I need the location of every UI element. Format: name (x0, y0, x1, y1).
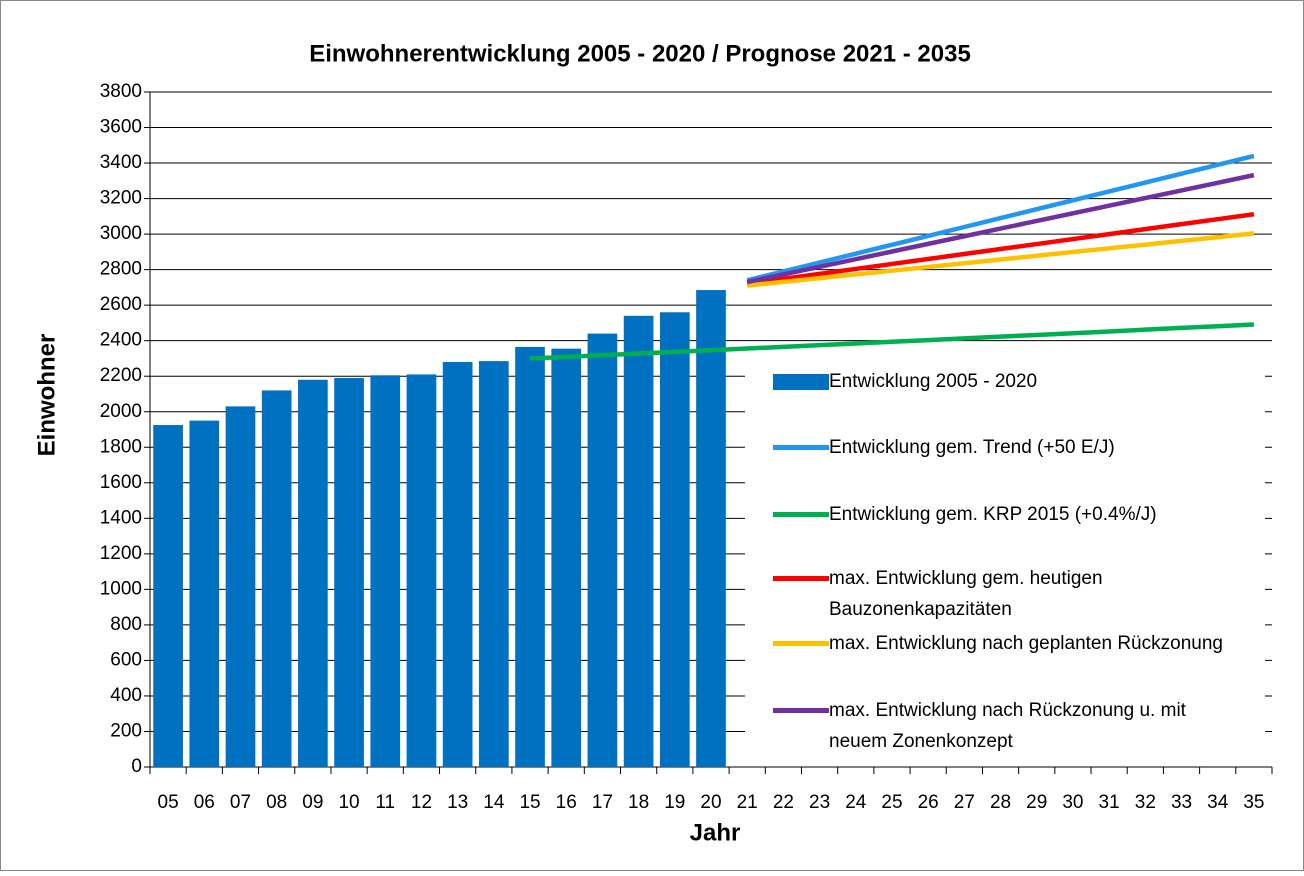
line (529, 322, 1255, 361)
x-tick-label: 08 (266, 792, 287, 813)
x-tick-label: 20 (700, 792, 721, 813)
legend-item: max. Entwicklung gem. heutigen Bauzonenk… (745, 563, 1249, 625)
x-tick-label: 21 (737, 792, 758, 813)
y-tick-label: 3000 (100, 223, 142, 244)
x-tick-label: 14 (483, 792, 505, 813)
y-tick-label: 2000 (100, 401, 142, 422)
line (746, 211, 1255, 287)
x-tick-label: 13 (447, 792, 468, 813)
y-tick-label: 400 (110, 685, 142, 706)
legend-swatch (773, 576, 829, 581)
x-tick-label: 25 (881, 792, 902, 813)
x-tick-label: 30 (1062, 792, 1083, 813)
x-tick-label: 31 (1099, 792, 1120, 813)
y-tick-label: 1400 (100, 507, 142, 528)
line (746, 231, 1255, 288)
x-tick-label: 09 (302, 792, 323, 813)
legend-swatch (773, 512, 829, 517)
y-tick-label: 3600 (100, 117, 142, 138)
bar (261, 390, 292, 767)
y-tick-label: 3400 (100, 152, 142, 173)
legend-swatch (773, 641, 829, 646)
x-tick-label: 26 (918, 792, 939, 813)
legend-swatch (773, 374, 829, 390)
bar (515, 346, 545, 767)
y-tick-label: 600 (110, 649, 142, 670)
x-tick-label: 11 (375, 792, 395, 813)
legend-item: Entwicklung 2005 - 2020 (745, 366, 1249, 397)
x-tick-label: 17 (592, 792, 613, 813)
x-tick-label: 07 (230, 792, 251, 813)
y-tick-label: 2600 (100, 294, 142, 315)
y-axis-label: Einwohner (33, 334, 60, 457)
x-tick-label: 24 (845, 792, 867, 813)
x-tick-label: 23 (809, 792, 830, 813)
x-tick-label: 06 (194, 792, 215, 813)
bar (551, 348, 582, 767)
legend-swatch (773, 708, 829, 713)
legend-item: Entwicklung gem. KRP 2015 (+0.4%/J) (745, 499, 1249, 530)
legend-swatch (773, 445, 829, 450)
x-tick-label: 10 (338, 792, 359, 813)
y-tick-label: 2400 (100, 330, 142, 351)
bar (478, 361, 509, 767)
y-tick-label: 1200 (100, 543, 142, 564)
bar (623, 315, 654, 767)
y-tick-label: 2200 (100, 365, 142, 386)
legend-label: Entwicklung gem. Trend (+50 E/J) (829, 437, 1115, 458)
x-tick-label: 29 (1026, 792, 1047, 813)
y-tick-label: 3200 (100, 188, 142, 209)
x-tick-label: 32 (1135, 792, 1156, 813)
x-tick-label: 12 (411, 792, 432, 813)
bar (406, 374, 437, 767)
y-tick-label: 3800 (100, 81, 142, 102)
y-tick-label: 2800 (100, 259, 142, 280)
x-tick-label: 27 (954, 792, 975, 813)
y-tick-label: 0 (131, 756, 142, 777)
bar (334, 377, 364, 767)
x-tick-label: 33 (1171, 792, 1192, 813)
x-tick-label: 19 (664, 792, 685, 813)
bar (189, 420, 220, 767)
y-tick-label: 800 (110, 614, 142, 635)
y-tick-label: 1800 (100, 436, 142, 457)
x-tick-label: 05 (158, 792, 179, 813)
legend-item: Entwicklung gem. Trend (+50 E/J) (745, 432, 1249, 463)
bar (696, 290, 726, 767)
bar (659, 312, 690, 767)
x-tick-label: 15 (519, 792, 540, 813)
bar (370, 375, 401, 767)
x-tick-label: 18 (628, 792, 649, 813)
x-tick-label: 35 (1243, 792, 1264, 813)
line (746, 172, 1255, 285)
legend: Entwicklung 2005 - 2020 Entwicklung gem. … (745, 362, 1265, 764)
x-tick-label: 34 (1207, 792, 1229, 813)
y-tick-label: 1000 (100, 578, 142, 599)
legend-item: max. Entwicklung nach geplanten Rückzonu… (745, 628, 1249, 659)
bar (587, 333, 618, 767)
legend-label: Entwicklung gem. KRP 2015 (+0.4%/J) (829, 504, 1157, 525)
x-tick-label: 22 (773, 792, 794, 813)
line (746, 153, 1255, 283)
legend-label: max. Entwicklung nach geplanten Rückzonu… (829, 633, 1223, 654)
bar (442, 362, 473, 767)
chart-title: Einwohnerentwicklung 2005 - 2020 / Progn… (309, 40, 971, 67)
y-tick-label: 200 (110, 720, 142, 741)
x-tick-label: 16 (556, 792, 577, 813)
x-axis-label: Jahr (690, 819, 741, 846)
y-tick-label: 1600 (100, 472, 142, 493)
legend-item: max. Entwicklung nach Rückzonung u. mit … (745, 695, 1249, 757)
legend-label: max. Entwicklung nach Rückzonung u. mit … (829, 700, 1186, 752)
bar (298, 379, 328, 767)
bar (153, 425, 183, 767)
x-tick-label: 28 (990, 792, 1011, 813)
bar (225, 406, 256, 767)
legend-label: max. Entwicklung gem. heutigen Bauzonenk… (829, 568, 1103, 620)
legend-label: Entwicklung 2005 - 2020 (829, 371, 1038, 392)
